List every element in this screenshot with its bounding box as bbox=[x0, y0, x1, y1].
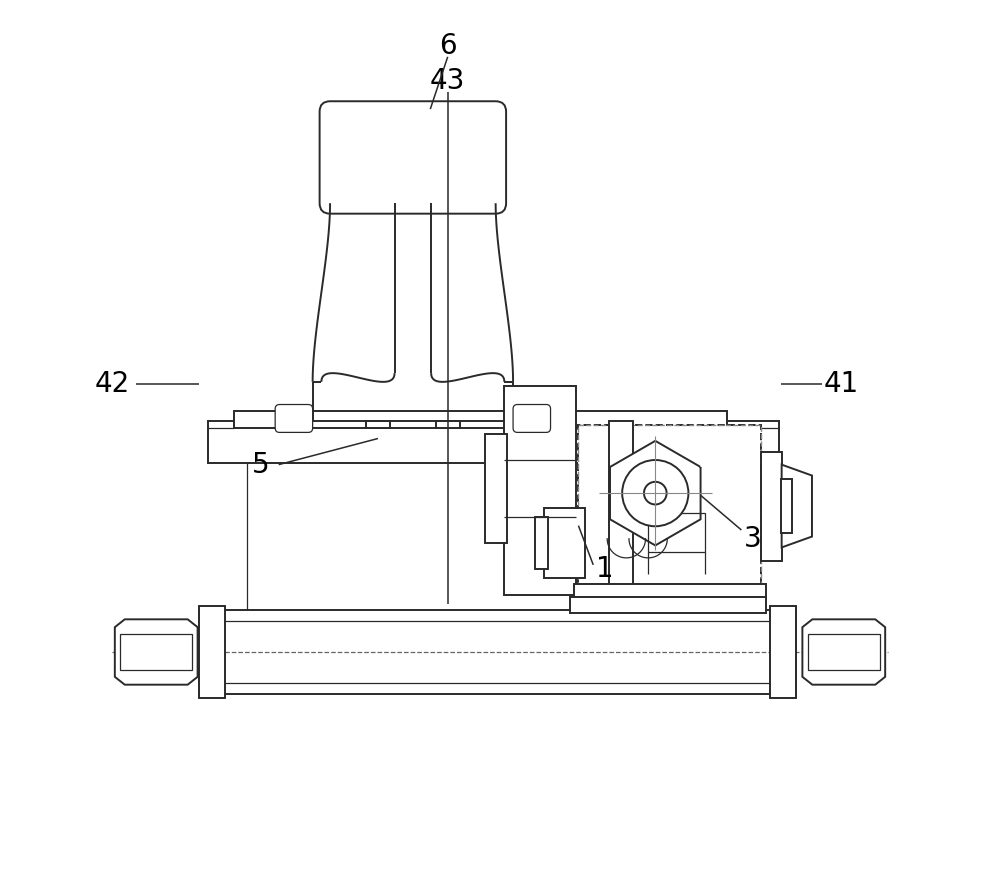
Text: 42: 42 bbox=[95, 370, 130, 398]
Bar bbox=[770, 606, 796, 698]
Bar bbox=[574, 584, 766, 600]
Polygon shape bbox=[782, 465, 812, 547]
Bar bbox=[609, 421, 633, 600]
Polygon shape bbox=[395, 203, 431, 373]
Bar bbox=[578, 425, 761, 587]
Bar bbox=[535, 517, 548, 569]
FancyBboxPatch shape bbox=[275, 404, 313, 432]
FancyBboxPatch shape bbox=[513, 404, 551, 432]
Bar bbox=[366, 421, 390, 428]
Text: 1: 1 bbox=[596, 555, 613, 583]
Circle shape bbox=[644, 481, 667, 504]
Bar bbox=[199, 610, 796, 694]
Polygon shape bbox=[610, 441, 701, 545]
Bar bbox=[436, 421, 460, 428]
Polygon shape bbox=[517, 410, 546, 421]
Bar bbox=[120, 634, 192, 670]
Text: 6: 6 bbox=[439, 32, 457, 61]
Text: 5: 5 bbox=[252, 451, 269, 479]
Bar bbox=[761, 452, 782, 560]
Bar bbox=[781, 479, 792, 533]
Polygon shape bbox=[802, 619, 885, 685]
Bar bbox=[648, 512, 705, 552]
Bar bbox=[485, 434, 507, 543]
FancyBboxPatch shape bbox=[320, 101, 506, 214]
Bar bbox=[808, 634, 880, 670]
Polygon shape bbox=[115, 619, 198, 685]
Bar bbox=[504, 386, 576, 595]
Bar bbox=[578, 425, 761, 587]
Text: 3: 3 bbox=[744, 524, 762, 553]
Bar bbox=[544, 508, 585, 578]
Text: 41: 41 bbox=[824, 370, 859, 398]
Bar bbox=[234, 410, 727, 428]
Polygon shape bbox=[280, 410, 308, 421]
Bar bbox=[513, 423, 539, 594]
Bar bbox=[199, 606, 225, 698]
Bar bbox=[570, 597, 766, 613]
Text: 43: 43 bbox=[430, 68, 465, 96]
Circle shape bbox=[622, 460, 688, 526]
Bar bbox=[208, 421, 779, 463]
